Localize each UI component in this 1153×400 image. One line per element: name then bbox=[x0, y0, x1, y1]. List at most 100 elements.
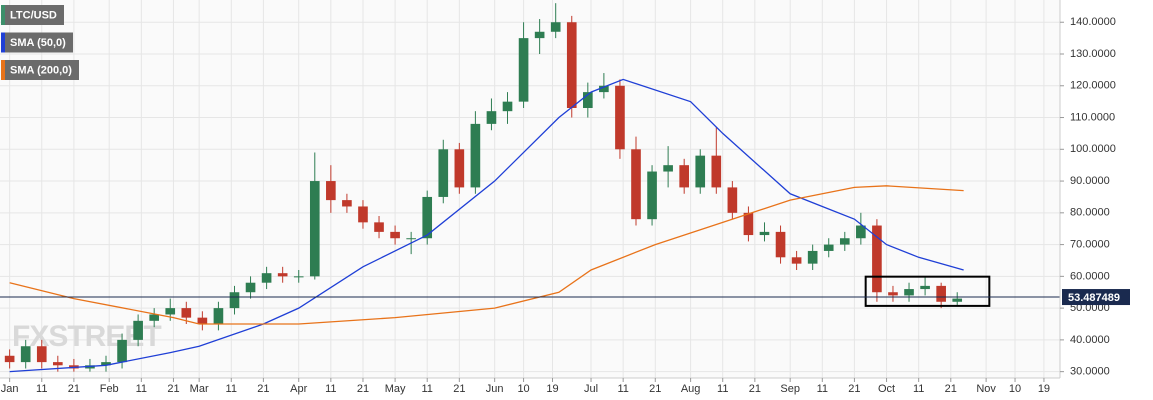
x-tick-label: 11 bbox=[226, 383, 237, 395]
x-tick-label: Aug bbox=[681, 383, 701, 395]
x-tick-label: 11 bbox=[913, 383, 924, 395]
candle-body bbox=[583, 92, 593, 108]
candle-body bbox=[695, 155, 706, 188]
sma-line bbox=[9, 185, 964, 325]
candle-body bbox=[165, 308, 176, 315]
candle-body bbox=[904, 289, 914, 296]
x-tick-label: 21 bbox=[749, 383, 761, 395]
plot-background bbox=[0, 0, 1060, 378]
candle-body bbox=[20, 346, 31, 363]
candle-body bbox=[149, 314, 159, 321]
candle-body bbox=[566, 22, 577, 109]
candle-body bbox=[342, 200, 352, 207]
x-tick-label: 21 bbox=[848, 383, 860, 395]
candle-body bbox=[101, 362, 111, 366]
x-tick-label: 10 bbox=[1009, 383, 1021, 395]
candle-body bbox=[502, 101, 513, 112]
y-tick-label: 40.0000 bbox=[1070, 334, 1110, 346]
candle-body bbox=[309, 181, 320, 277]
candle-body bbox=[261, 273, 272, 283]
candle-body bbox=[599, 85, 609, 93]
x-tick-label: 21 bbox=[68, 383, 80, 395]
candle-body bbox=[952, 298, 963, 302]
candle-body bbox=[197, 317, 208, 324]
y-tick-label: 90.0000 bbox=[1070, 175, 1110, 187]
candle-body bbox=[679, 165, 689, 188]
candle-body bbox=[615, 85, 625, 150]
candle-body bbox=[181, 308, 192, 318]
x-tick-label: 21 bbox=[257, 383, 269, 395]
x-tick-label: Jan bbox=[1, 383, 19, 395]
y-tick-label: 120.0000 bbox=[1070, 80, 1116, 92]
candle-body bbox=[4, 355, 15, 363]
candle-body bbox=[213, 308, 224, 324]
candle-body bbox=[631, 149, 641, 220]
candle-body bbox=[807, 250, 818, 264]
x-tick-label: 11 bbox=[325, 383, 336, 395]
candle-body bbox=[775, 231, 786, 258]
candle-body bbox=[727, 187, 738, 213]
candle-body bbox=[872, 225, 882, 293]
y-tick-label: 110.0000 bbox=[1070, 111, 1115, 123]
x-tick-label: Nov bbox=[976, 383, 996, 395]
x-tick-label: 21 bbox=[945, 383, 957, 395]
legend-box bbox=[1, 60, 79, 80]
y-tick-label: 70.0000 bbox=[1070, 238, 1110, 250]
last-price-label: 53.487489 bbox=[1068, 292, 1120, 304]
plot bbox=[0, 3, 1060, 373]
x-tick-label: 19 bbox=[546, 383, 558, 395]
x-tick-label: Jul bbox=[584, 383, 598, 395]
sma-line bbox=[9, 78, 964, 373]
legend-box bbox=[1, 5, 64, 25]
candle-body bbox=[550, 22, 561, 32]
candle-body bbox=[422, 196, 433, 239]
x-tick-label: 21 bbox=[167, 383, 179, 395]
candle-body bbox=[36, 346, 47, 363]
x-tick-label: 19 bbox=[1038, 383, 1050, 395]
x-tick-label: 21 bbox=[649, 383, 661, 395]
candle-body bbox=[326, 181, 336, 201]
x-tick-label: Sep bbox=[780, 383, 800, 395]
legend-swatch bbox=[1, 60, 5, 80]
x-tick-label: 11 bbox=[36, 383, 47, 395]
legend-label: LTC/USD bbox=[10, 9, 57, 21]
candle-body bbox=[53, 362, 63, 366]
legend-label: SMA (50,0) bbox=[10, 37, 66, 49]
candle-body bbox=[374, 222, 384, 232]
y-tick-label: 60.0000 bbox=[1070, 270, 1110, 282]
highlight-box bbox=[864, 275, 991, 307]
candle-body bbox=[534, 31, 545, 39]
candle-body bbox=[454, 149, 465, 188]
candle-body bbox=[920, 285, 930, 290]
y-tick-label: 130.0000 bbox=[1070, 48, 1116, 60]
legend: LTC/USD SMA (50,0) SMA (200,0) bbox=[1, 5, 79, 80]
candle-body bbox=[245, 282, 256, 293]
legend-box bbox=[1, 32, 73, 53]
x-tick-label: 11 bbox=[136, 383, 147, 395]
candle-body bbox=[743, 212, 754, 236]
candle-body bbox=[438, 149, 449, 197]
x-tick-label: Apr bbox=[290, 383, 307, 395]
legend-swatch bbox=[1, 5, 5, 25]
candle-body bbox=[856, 225, 866, 239]
candle-body bbox=[791, 257, 802, 264]
candle-body bbox=[486, 111, 497, 124]
y-tick-label: 100.0000 bbox=[1070, 143, 1116, 155]
candle-body bbox=[470, 123, 481, 188]
candle-body bbox=[518, 38, 529, 102]
x-tick-label: 11 bbox=[422, 383, 433, 395]
y-tick-label: 30.0000 bbox=[1070, 366, 1110, 378]
x-tick-label: Feb bbox=[100, 383, 119, 395]
candle-body bbox=[663, 165, 673, 172]
candle-body bbox=[647, 171, 657, 220]
candle-body bbox=[936, 285, 946, 302]
candle-body bbox=[711, 155, 722, 188]
candle-body bbox=[823, 244, 834, 251]
candle-body bbox=[277, 273, 288, 277]
x-tick-label: Jun bbox=[486, 383, 504, 395]
candle-body bbox=[358, 206, 368, 223]
last-price-box bbox=[1062, 289, 1130, 306]
grid bbox=[0, 0, 1060, 378]
candle-body bbox=[133, 320, 143, 340]
